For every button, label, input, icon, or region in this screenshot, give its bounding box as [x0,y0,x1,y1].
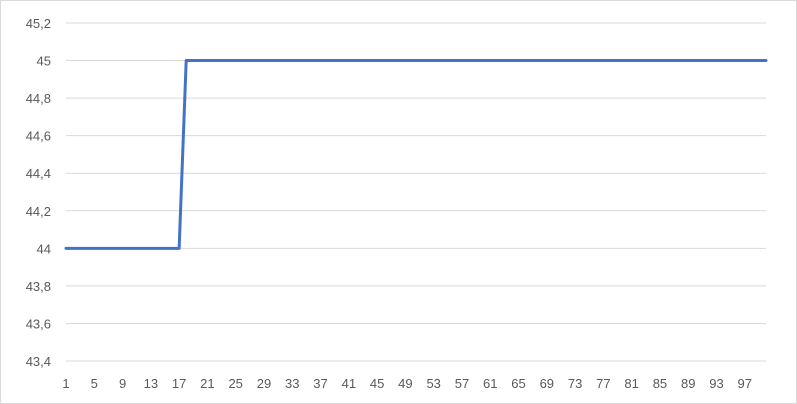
y-tick-label: 45,2 [26,16,51,31]
x-tick-label: 33 [285,376,299,391]
x-tick-label: 21 [200,376,214,391]
series-line [64,59,768,250]
y-tick-label: 44,8 [26,91,51,106]
x-tick-label: 53 [426,376,440,391]
y-tick-label: 44,6 [26,129,51,144]
x-axis-tick-labels: 1 5 9 13 17 21 25 29 33 37 41 45 49 53 57 61 65 69 73 77 81 8… [62,376,752,391]
y-axis-tick-labels: 43,4 43,6 43,8 44 44,2 44,4 44,6 44,8 45 45,2 [26,16,51,369]
y-tick-label: 43,6 [26,316,51,331]
x-tick-label: 5 [91,376,98,391]
x-tick-label: 41 [342,376,356,391]
x-tick-label: 45 [370,376,384,391]
y-tick-label: 44,2 [26,204,51,219]
x-tick-label: 1 [62,376,69,391]
y-tick-label: 45 [37,54,51,69]
y-tick-label: 44 [37,241,51,256]
x-tick-label: 17 [172,376,186,391]
x-tick-label: 93 [709,376,723,391]
x-tick-label: 77 [596,376,610,391]
x-tick-label: 89 [681,376,695,391]
gridlines [66,22,766,362]
x-tick-label: 69 [540,376,554,391]
x-tick-label: 97 [738,376,752,391]
x-tick-label: 37 [313,376,327,391]
x-tick-label: 13 [144,376,158,391]
x-tick-label: 9 [119,376,126,391]
x-tick-label: 57 [455,376,469,391]
series-group [64,59,768,250]
x-tick-label: 85 [653,376,667,391]
x-tick-label: 61 [483,376,497,391]
x-tick-label: 73 [568,376,582,391]
y-tick-label: 43,4 [26,354,51,369]
y-tick-label: 44,4 [26,166,51,181]
x-tick-label: 65 [511,376,525,391]
x-tick-label: 25 [228,376,242,391]
y-tick-label: 43,8 [26,279,51,294]
x-tick-label: 49 [398,376,412,391]
x-tick-label: 29 [257,376,271,391]
x-tick-label: 81 [624,376,638,391]
